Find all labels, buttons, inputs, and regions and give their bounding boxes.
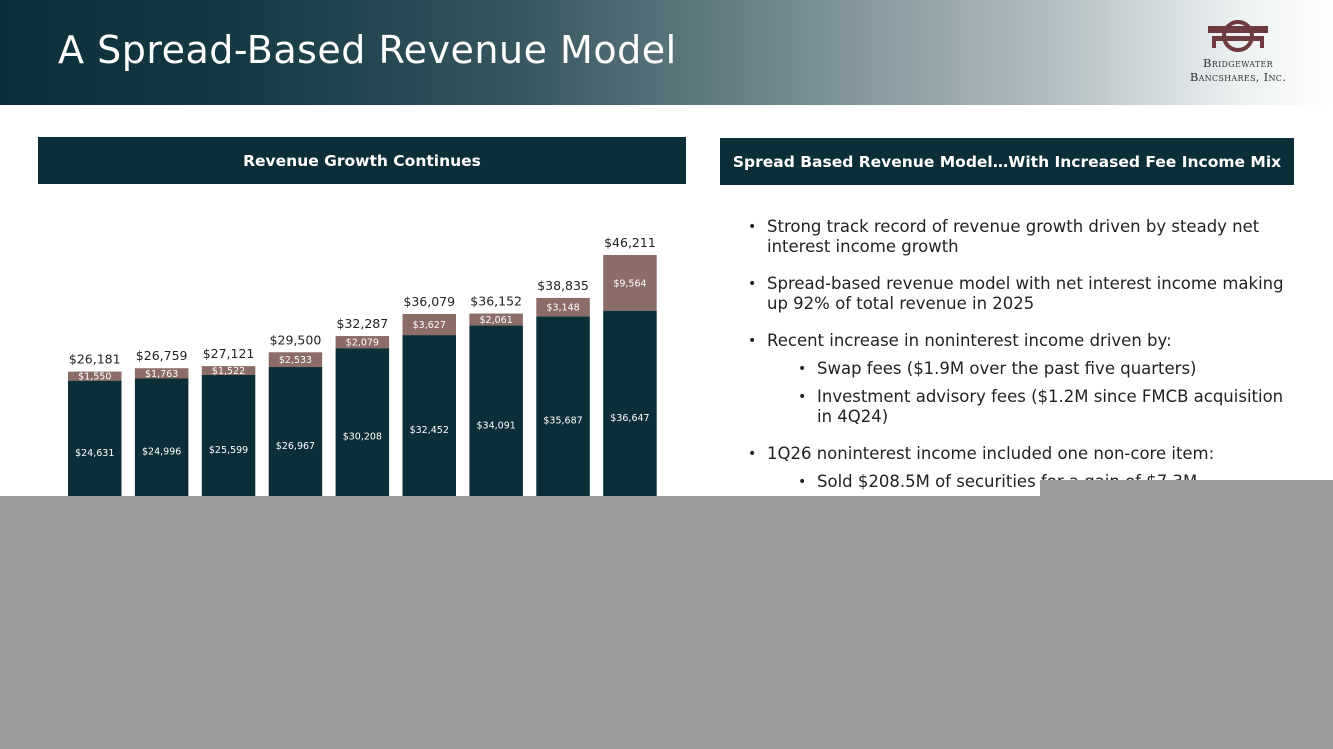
bar-noninterest-income: [335, 336, 390, 349]
total-value-label: $36,152: [470, 294, 522, 309]
fee-value-label: $3,148: [546, 303, 579, 314]
nii-value-label: $24,631: [75, 448, 114, 459]
bullet-item: 1Q26 noninterest income included one non…: [748, 444, 1288, 464]
bar-noninterest-income: [68, 371, 122, 381]
bar-noninterest-income: [268, 352, 323, 368]
revenue-growth-header: Revenue Growth Continues: [38, 137, 686, 184]
fee-value-label: $3,627: [413, 320, 446, 331]
fee-value-label: $9,564: [613, 278, 646, 289]
bullet-item: Strong track record of revenue growth dr…: [748, 217, 1288, 257]
nii-value-label: $25,599: [209, 445, 248, 456]
nii-value-label: $24,996: [142, 447, 181, 458]
bar-noninterest-income: [402, 313, 456, 336]
bar-net-interest-income: [536, 316, 590, 524]
nii-value-label: $26,967: [276, 441, 315, 452]
fee-value-label: $1,763: [145, 369, 178, 380]
total-value-label: $29,500: [270, 332, 322, 347]
bar-noninterest-income: [536, 297, 590, 317]
fee-value-label: $1,550: [78, 372, 111, 383]
redaction-overlay: [0, 496, 1333, 749]
fee-value-label: $2,533: [279, 355, 312, 366]
total-value-label: $36,079: [403, 294, 455, 309]
revenue-model-header: Spread Based Revenue Model…With Increase…: [720, 138, 1294, 185]
nii-value-label: $32,452: [410, 425, 449, 436]
header-banner: A Spread-Based Revenue Model Bridgewater…: [0, 0, 1333, 105]
total-value-label: $38,835: [537, 278, 589, 293]
nii-value-label: $36,647: [610, 413, 649, 424]
sub-bullet-item: Swap fees ($1.9M over the past five quar…: [798, 359, 1288, 379]
redaction-overlay-strip: [1040, 480, 1333, 500]
nii-value-label: $34,091: [477, 420, 516, 431]
bar-net-interest-income: [603, 310, 657, 524]
company-logo: Bridgewater Bancshares, Inc.: [1178, 18, 1298, 88]
bar-net-interest-income: [335, 348, 390, 524]
fee-value-label: $2,079: [346, 338, 379, 349]
logo-line-1: Bridgewater: [1203, 56, 1273, 70]
fee-value-label: $2,061: [480, 315, 513, 326]
bar-noninterest-income: [603, 255, 657, 311]
bullet-item: Spread-based revenue model with net inte…: [748, 274, 1288, 314]
bar-noninterest-income: [201, 366, 256, 375]
bar-noninterest-income: [469, 313, 523, 326]
bridge-logo-icon: [1208, 20, 1268, 52]
sub-bullet-item: Investment advisory fees ($1.2M since FM…: [798, 387, 1288, 427]
nii-value-label: $35,687: [543, 416, 582, 427]
total-value-label: $27,121: [203, 346, 255, 361]
total-value-label: $26,181: [69, 352, 121, 367]
nii-value-label: $30,208: [343, 432, 382, 443]
page-title: A Spread-Based Revenue Model: [58, 28, 677, 72]
total-value-label: $46,211: [604, 235, 656, 250]
logo-line-2: Bancshares, Inc.: [1189, 70, 1287, 84]
total-value-label: $26,759: [136, 348, 188, 363]
total-value-label: $32,287: [336, 316, 388, 331]
bar-noninterest-income: [134, 368, 189, 379]
bar-net-interest-income: [402, 335, 456, 524]
fee-value-label: $1,522: [212, 366, 245, 377]
bullet-list: Strong track record of revenue growth dr…: [748, 217, 1288, 500]
bar-net-interest-income: [469, 325, 523, 524]
bullet-item: Recent increase in noninterest income dr…: [748, 331, 1288, 351]
